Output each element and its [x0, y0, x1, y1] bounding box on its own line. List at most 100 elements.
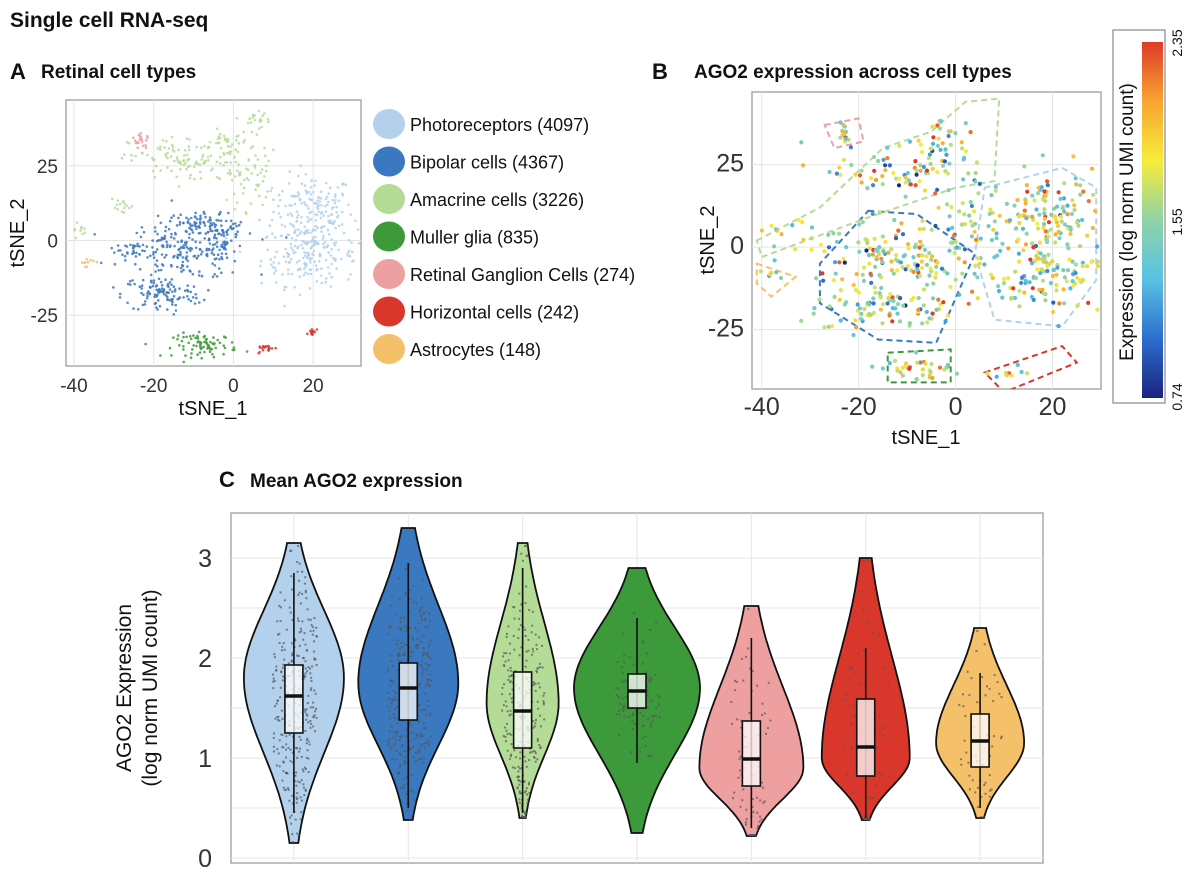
violin-point	[542, 694, 545, 697]
point-amacrine	[260, 119, 263, 122]
violin-point	[396, 722, 399, 725]
expression-point	[976, 191, 981, 196]
expression-point	[939, 266, 945, 271]
point-bipolar	[220, 271, 223, 275]
point-rgc	[139, 135, 142, 138]
violin-point	[422, 722, 425, 725]
violin-point	[538, 686, 541, 689]
violin-point	[408, 740, 411, 743]
expression-point	[870, 252, 875, 257]
violin-point	[865, 680, 868, 683]
point-muller	[199, 342, 202, 346]
point-bipolar	[222, 241, 225, 244]
expression-point	[977, 261, 982, 266]
point-amacrine	[175, 156, 179, 159]
point-bipolar	[136, 242, 139, 246]
point-amacrine	[130, 205, 134, 208]
point-photoreceptors	[298, 267, 301, 270]
point-amacrine	[177, 185, 181, 188]
violin-point	[291, 841, 294, 843]
violin-point	[519, 757, 521, 760]
point-bipolar	[184, 241, 187, 245]
point-amacrine	[215, 160, 218, 163]
point-photoreceptors	[303, 232, 307, 236]
violin-point	[310, 722, 312, 725]
violin-point	[298, 579, 301, 582]
point-photoreceptors	[335, 211, 338, 214]
point-photoreceptors	[277, 212, 281, 215]
point-amacrine	[161, 139, 165, 142]
point-amacrine	[248, 117, 251, 120]
violin-point	[641, 737, 644, 740]
point-bipolar	[152, 279, 156, 282]
expression-point	[924, 254, 929, 259]
expression-point	[920, 321, 925, 326]
violin-point	[658, 703, 661, 706]
point-amacrine	[208, 140, 212, 144]
violin-point	[850, 746, 853, 749]
point-bipolar	[179, 213, 182, 216]
point-bipolar	[213, 235, 216, 239]
point-bipolar	[160, 253, 164, 256]
violin-point	[427, 645, 430, 648]
violin-point	[415, 602, 418, 605]
violin-point	[982, 816, 985, 818]
expression-point	[994, 231, 999, 236]
point-photoreceptors	[296, 195, 300, 198]
violin-point	[389, 685, 392, 688]
violin-point	[851, 792, 854, 794]
point-bipolar	[225, 256, 229, 260]
expression-point	[998, 248, 1003, 253]
point-photoreceptors	[333, 258, 337, 261]
violin-point	[282, 663, 285, 666]
expression-point	[885, 145, 890, 150]
point-photoreceptors	[321, 242, 325, 246]
expression-point	[953, 277, 958, 282]
violin-point	[404, 591, 407, 594]
expression-point	[968, 130, 973, 135]
expression-point	[1086, 199, 1091, 204]
violin-point	[505, 740, 507, 743]
violin-point	[651, 716, 654, 718]
expression-point	[871, 296, 876, 301]
point-photoreceptors	[298, 293, 302, 297]
point-photoreceptors	[279, 215, 283, 219]
point-photoreceptors	[327, 200, 330, 204]
expression-point	[944, 202, 950, 207]
expression-point	[963, 121, 968, 126]
violin-point	[536, 667, 539, 669]
violin-point	[292, 735, 295, 738]
violin-point	[282, 770, 285, 773]
expression-point	[1031, 245, 1036, 250]
point-photoreceptors	[282, 255, 286, 258]
point-amacrine	[216, 137, 220, 141]
violin-point	[543, 718, 546, 721]
point-photoreceptors	[342, 182, 345, 186]
violin-point	[417, 751, 420, 754]
violin-point	[525, 765, 528, 768]
violin-point	[291, 654, 294, 657]
point-amacrine	[225, 151, 229, 155]
violin-point	[507, 659, 510, 662]
violin-point	[419, 709, 422, 712]
violin-point	[387, 626, 390, 629]
point-muller	[202, 335, 206, 339]
violin-point	[285, 735, 288, 738]
violin-point	[539, 714, 542, 717]
violin-point	[524, 665, 527, 668]
expression-point	[989, 238, 995, 243]
violin-point	[861, 591, 863, 594]
expression-point	[1090, 166, 1095, 171]
violin-point	[303, 674, 305, 677]
expression-point	[1015, 362, 1020, 367]
point-bipolar	[215, 245, 219, 249]
point-amacrine	[230, 178, 234, 182]
point-photoreceptors	[320, 212, 323, 215]
point-bipolar	[172, 294, 176, 298]
violin-point	[282, 642, 285, 645]
expression-point	[892, 358, 898, 363]
violin-point	[516, 786, 519, 789]
violin-point	[306, 702, 309, 705]
point-amacrine	[207, 159, 210, 162]
violin-point	[277, 633, 279, 636]
